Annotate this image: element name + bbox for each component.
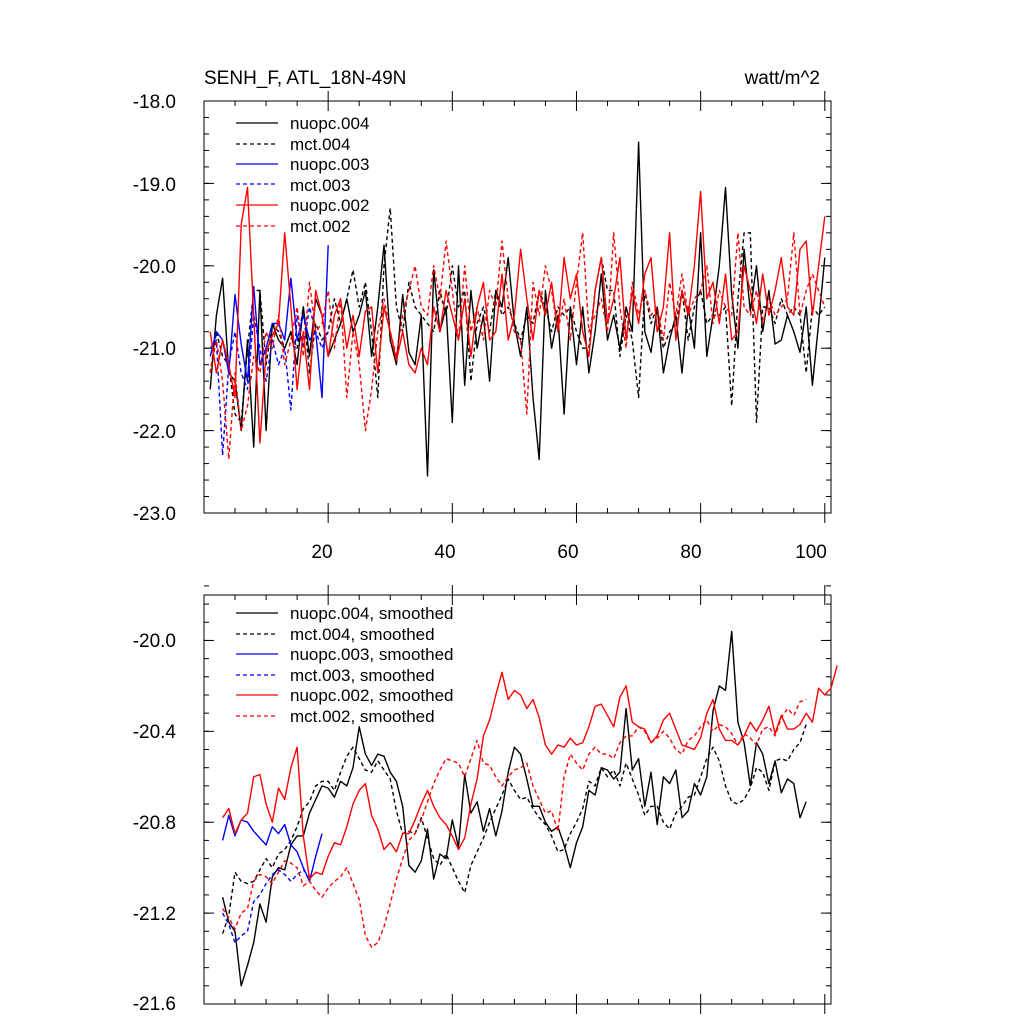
top-x-tick-label: 60 xyxy=(557,542,578,563)
top-y-tick-label: -22.0 xyxy=(133,422,176,443)
top-y-tick-label: -18.0 xyxy=(133,92,176,113)
top-legend: nuopc.004 mct.004 nuopc.003 mct.003 nuop… xyxy=(236,114,369,236)
top-chart-title: SENH_F, ATL_18N-49N xyxy=(204,68,406,89)
top-x-tick-label: 20 xyxy=(311,542,332,563)
series-line-mct-003-smoothed xyxy=(221,869,311,944)
bottom-y-tick-labels: -20.0 -20.4 -20.8 -21.2 -21.6 xyxy=(133,631,177,1015)
bottom-plot-frame xyxy=(203,594,832,1005)
legend-label: nuopc.002, smoothed xyxy=(290,686,454,705)
top-chart-units: watt/m^2 xyxy=(744,68,820,89)
top-y-tick-label: -20.0 xyxy=(133,257,176,278)
series-line-mct-002-smoothed xyxy=(222,698,807,948)
legend-label: nuopc.003 xyxy=(290,155,369,174)
legend-label: mct.004 xyxy=(290,135,350,154)
bottom-y-tick-label: -21.6 xyxy=(133,994,176,1015)
series-line-mct-002 xyxy=(209,232,826,461)
top-x-tick-label: 80 xyxy=(680,542,701,563)
top-axis-ticks xyxy=(204,91,831,523)
top-y-tick-label: -21.0 xyxy=(133,339,176,360)
legend-label: mct.003, smoothed xyxy=(290,666,435,685)
bottom-legend: nuopc.004, smoothed mct.004, smoothed nu… xyxy=(236,604,454,726)
series-line-nuopc-004 xyxy=(209,141,826,477)
legend-label: mct.004, smoothed xyxy=(290,625,435,644)
top-series-group xyxy=(209,141,826,477)
legend-label: mct.002, smoothed xyxy=(290,707,435,726)
legend-label: mct.003 xyxy=(290,176,350,195)
series-line-nuopc-003 xyxy=(209,245,329,399)
bottom-y-tick-label: -20.4 xyxy=(133,722,177,743)
legend-label: nuopc.002 xyxy=(290,196,369,215)
bottom-axis-ticks xyxy=(204,585,831,1014)
top-chart: SENH_F, ATL_18N-49N watt/m^2 -18.0 -19.0… xyxy=(133,68,832,563)
series-line-nuopc-002-smoothed xyxy=(222,665,838,880)
bottom-series-group xyxy=(221,630,838,987)
top-x-tick-label: 40 xyxy=(434,542,455,563)
bottom-chart: -20.0 -20.4 -20.8 -21.2 -21.6 nuopc.004,… xyxy=(133,585,838,1015)
bottom-y-tick-label: -20.8 xyxy=(133,813,176,834)
top-y-tick-labels: -18.0 -19.0 -20.0 -21.0 -22.0 -23.0 xyxy=(133,92,176,525)
series-line-mct-003 xyxy=(209,306,329,456)
legend-label: nuopc.004 xyxy=(290,114,369,133)
legend-label: nuopc.004, smoothed xyxy=(290,604,454,623)
legend-label: nuopc.003, smoothed xyxy=(290,645,454,664)
series-line-nuopc-003-smoothed xyxy=(221,814,323,882)
top-x-tick-label: 100 xyxy=(795,542,827,563)
series-line-mct-004-smoothed xyxy=(221,724,807,934)
top-plot-frame xyxy=(203,100,832,514)
top-x-tick-labels: 20 40 60 80 100 xyxy=(311,542,826,563)
top-y-tick-label: -23.0 xyxy=(133,504,176,525)
bottom-y-tick-label: -21.2 xyxy=(133,904,176,925)
legend-label: mct.002 xyxy=(290,217,350,236)
top-y-tick-label: -19.0 xyxy=(133,175,176,196)
bottom-y-tick-label: -20.0 xyxy=(133,631,176,652)
